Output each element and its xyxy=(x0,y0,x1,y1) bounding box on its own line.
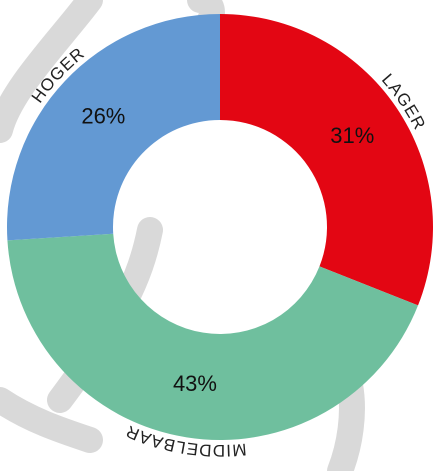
value-label: 26% xyxy=(81,103,125,128)
donut-segment xyxy=(220,14,434,306)
value-label: 31% xyxy=(330,123,374,148)
donut xyxy=(6,14,434,440)
donut-segment xyxy=(6,14,220,241)
donut-segment xyxy=(7,233,419,440)
value-label: 43% xyxy=(173,371,217,396)
decor-stroke xyxy=(0,0,103,143)
decor-stroke xyxy=(0,387,103,453)
